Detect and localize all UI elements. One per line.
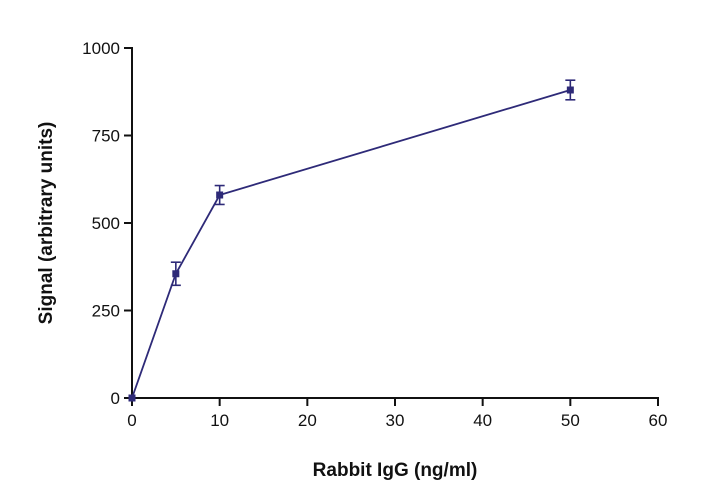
y-tick-label: 500 (92, 214, 120, 233)
y-tick-label: 250 (92, 302, 120, 321)
x-axis-label: Rabbit IgG (ng/ml) (313, 460, 478, 481)
y-axis-label: Signal (arbitrary units) (36, 122, 57, 325)
data-point (216, 191, 224, 199)
x-tick-label: 60 (649, 411, 668, 430)
x-tick-label: 0 (127, 411, 136, 430)
y-tick-label: 750 (92, 127, 120, 146)
data-point (128, 394, 136, 402)
x-tick-label: 40 (473, 411, 492, 430)
y-tick-label: 1000 (82, 39, 120, 58)
x-tick-label: 50 (561, 411, 580, 430)
data-point (172, 270, 180, 278)
series-line (131, 89, 571, 399)
x-tick-label: 10 (210, 411, 229, 430)
y-tick-label: 0 (111, 389, 120, 408)
axes: 0 10 20 30 40 50 60 0 250 500 750 1000 (82, 39, 667, 430)
x-tick-label: 30 (386, 411, 405, 430)
data-point (566, 86, 574, 94)
series (128, 79, 576, 402)
x-tick-label: 20 (298, 411, 317, 430)
